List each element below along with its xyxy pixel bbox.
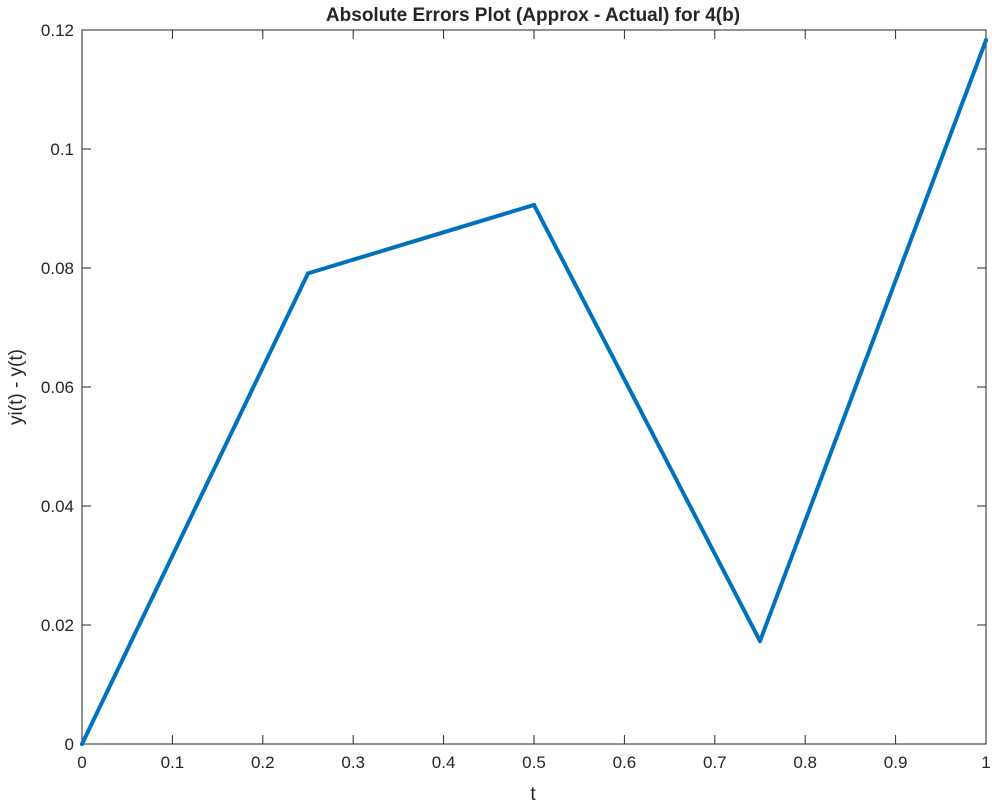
x-tick-label: 0.9 xyxy=(884,753,908,772)
data-point xyxy=(532,202,536,207)
plot-area xyxy=(81,29,987,745)
x-tick-label: 1 xyxy=(981,753,990,772)
y-tick-label: 0.06 xyxy=(41,378,74,397)
x-tick-label: 0 xyxy=(77,753,86,772)
y-tick-label: 0 xyxy=(65,735,74,754)
x-tick-label: 0.2 xyxy=(251,753,275,772)
x-tick-label: 0.1 xyxy=(161,753,185,772)
x-tick-label: 0.7 xyxy=(703,753,727,772)
y-axis-label: yi(t) - y(t) xyxy=(6,349,27,425)
x-tick-label: 0.8 xyxy=(793,753,817,772)
data-point xyxy=(984,38,988,43)
x-tick-label: 0.5 xyxy=(522,753,546,772)
chart-title: Absolute Errors Plot (Approx - Actual) f… xyxy=(326,5,740,26)
x-axis: 0 0.1 0.2 0.3 0.4 0.5 0.6 0.7 0.8 0.9 1 xyxy=(77,30,991,772)
y-axis: 0 0.02 0.04 0.06 0.08 0.1 0.12 xyxy=(41,21,986,754)
data-point xyxy=(306,271,310,276)
plot-box xyxy=(81,29,987,745)
y-tick-label: 0.08 xyxy=(41,259,74,278)
data-point xyxy=(758,639,762,644)
series-layer xyxy=(80,38,988,746)
data-point xyxy=(80,742,84,746)
x-tick-label: 0.6 xyxy=(613,753,637,772)
y-tick-label: 0.1 xyxy=(50,140,74,159)
y-tick-label: 0.12 xyxy=(41,21,74,40)
y-tick-label: 0.04 xyxy=(41,497,74,516)
y-tick-label: 0.02 xyxy=(41,616,74,635)
x-tick-label: 0.3 xyxy=(341,753,365,772)
x-tick-label: 0.4 xyxy=(432,753,456,772)
x-axis-label: t xyxy=(530,784,536,804)
